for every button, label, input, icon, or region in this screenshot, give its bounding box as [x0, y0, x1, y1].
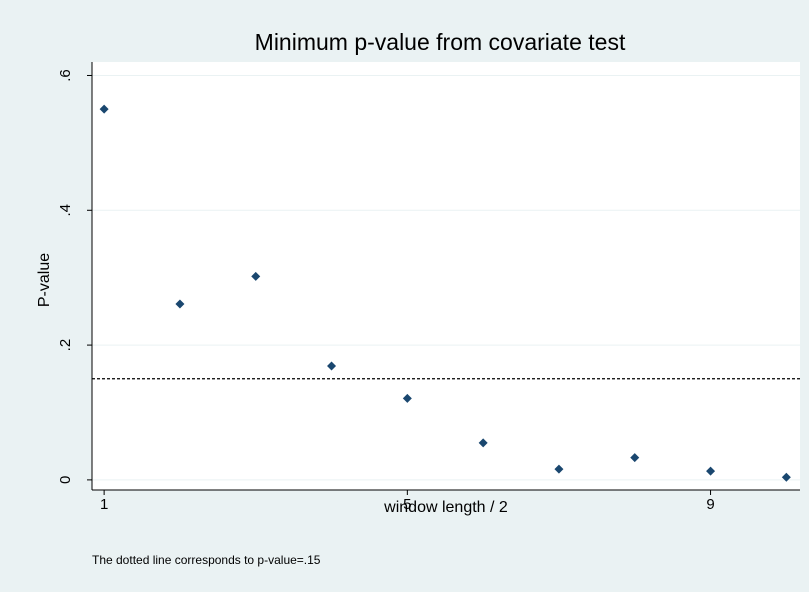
x-tick-label: 1 — [100, 496, 108, 513]
point — [327, 361, 337, 371]
plot-area — [92, 62, 800, 490]
point — [706, 466, 716, 476]
x-axis-label: window length / 2 — [383, 499, 508, 516]
point — [781, 472, 791, 482]
y-tick-label: 0 — [57, 476, 74, 484]
y-tick-label: .2 — [57, 339, 74, 352]
note: The dotted line corresponds to p-value=.… — [92, 553, 321, 567]
point — [175, 299, 185, 309]
y-tick-label: .6 — [57, 69, 74, 82]
chart-title: Minimum p-value from covariate test — [255, 29, 626, 55]
point — [99, 104, 109, 114]
y-axis-label: P-value — [36, 253, 53, 307]
point — [630, 453, 640, 463]
x-tick-label: 5 — [403, 496, 411, 513]
x-tick-label: 9 — [706, 496, 714, 513]
point — [251, 271, 261, 281]
point — [402, 393, 412, 403]
point — [554, 464, 564, 474]
point — [478, 438, 488, 448]
y-tick-label: .4 — [57, 204, 74, 217]
